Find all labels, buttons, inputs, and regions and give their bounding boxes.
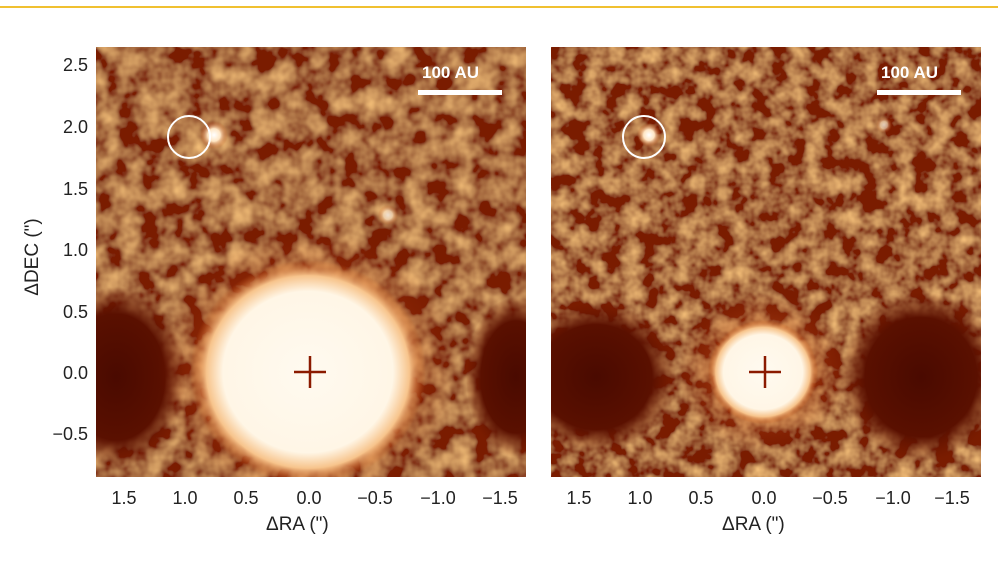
- scale-bar: [418, 90, 502, 95]
- scale-bar-label: 100 AU: [881, 63, 939, 82]
- x-tick-label: −0.5: [357, 488, 393, 508]
- x-tick-label: −1.0: [420, 488, 456, 508]
- x-tick-label: −1.5: [482, 488, 518, 508]
- companion-source: [200, 121, 228, 149]
- y-tick-label: 1.0: [62, 240, 88, 260]
- x-tick-label: 0.0: [296, 488, 322, 508]
- x-tick-label: −1.0: [875, 488, 911, 508]
- companion-source: [637, 123, 661, 147]
- x-tick-label: 1.5: [566, 488, 592, 508]
- scale-bar: [877, 90, 961, 95]
- circle-icon: [167, 115, 211, 159]
- bright-speckle: [876, 117, 892, 133]
- plus-icon: [294, 356, 326, 388]
- x-axis-title: ΔRA ("): [266, 514, 329, 535]
- left-image-panel: 100 AU: [96, 47, 526, 477]
- scale-bar-label: 100 AU: [422, 63, 480, 82]
- y-tick-label: 2.5: [62, 55, 88, 75]
- y-tick-label: −0.5: [52, 424, 88, 444]
- x-tick-label: 1.0: [627, 488, 653, 508]
- x-tick-label: −1.5: [934, 488, 970, 508]
- x-tick-label: 0.5: [233, 488, 259, 508]
- plus-icon: [749, 356, 781, 388]
- y-axis-title: ΔDEC ("): [22, 218, 43, 296]
- y-tick-label: 0.0: [62, 363, 88, 383]
- right-image: [551, 47, 981, 477]
- right-image-panel: 100 AU: [551, 47, 981, 477]
- x-tick-label: 0.5: [688, 488, 714, 508]
- left-image: [96, 47, 526, 477]
- bright-speckle: [378, 205, 398, 225]
- circle-icon: [622, 115, 666, 159]
- x-axis-title: ΔRA ("): [722, 514, 785, 535]
- x-tick-label: 0.0: [751, 488, 777, 508]
- dark-region: [466, 297, 526, 457]
- y-tick-label: 2.0: [62, 117, 88, 137]
- x-tick-label: 1.0: [172, 488, 198, 508]
- dark-region: [551, 302, 676, 452]
- x-tick-label: −0.5: [812, 488, 848, 508]
- y-tick-label: 0.5: [62, 302, 88, 322]
- header-rule: [0, 6, 998, 8]
- dark-region: [841, 292, 981, 462]
- x-tick-label: 1.5: [111, 488, 137, 508]
- y-tick-label: 1.5: [62, 179, 88, 199]
- saturated-core: [190, 260, 426, 477]
